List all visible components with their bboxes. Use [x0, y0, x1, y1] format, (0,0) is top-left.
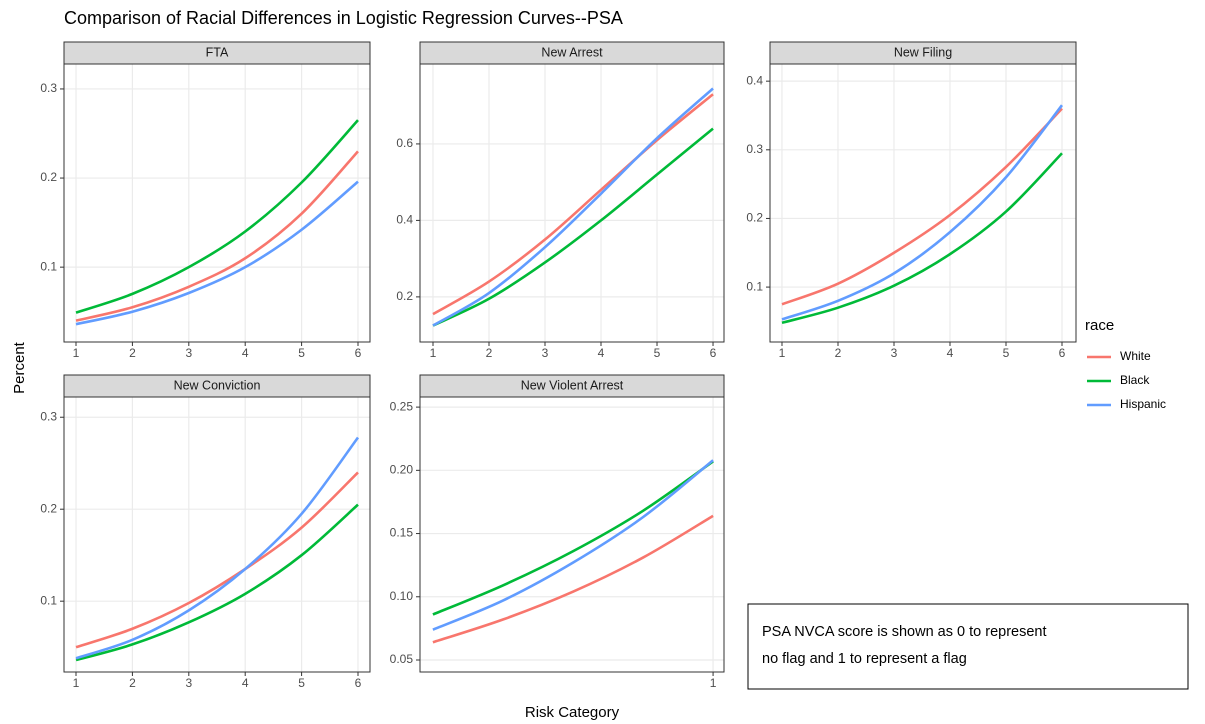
annotation-line: no flag and 1 to represent a flag: [762, 651, 967, 667]
y-tick-label: 0.3: [40, 81, 57, 95]
x-tick-label: 2: [129, 676, 136, 690]
y-tick-label: 0.15: [390, 526, 414, 540]
series-line: [432, 459, 714, 631]
x-tick-label: 1: [430, 346, 437, 360]
y-tick-label: 0.1: [40, 259, 57, 273]
y-tick-label: 0.2: [396, 289, 413, 303]
y-tick-label: 0.25: [390, 399, 414, 413]
x-tick-label: 6: [355, 676, 362, 690]
y-tick-label: 0.6: [396, 136, 413, 150]
series-line: [75, 471, 359, 649]
x-tick-label: 4: [242, 346, 249, 360]
series-line: [75, 436, 360, 660]
x-tick-label: 4: [242, 676, 249, 690]
x-tick-label: 3: [891, 346, 898, 360]
panel-title: New Conviction: [174, 378, 261, 392]
y-tick-label: 0.3: [746, 142, 763, 156]
x-axis-label: Risk Category: [525, 704, 620, 721]
y-tick-label: 0.20: [390, 463, 414, 477]
chart-title: Comparison of Racial Differences in Logi…: [64, 8, 623, 28]
panel-border: [769, 63, 1077, 343]
x-tick-label: 3: [185, 676, 192, 690]
x-tick-label: 2: [129, 346, 136, 360]
x-tick-label: 3: [185, 346, 192, 360]
y-tick-label: 0.3: [40, 409, 57, 423]
x-tick-label: 6: [710, 346, 717, 360]
series-line: [432, 127, 714, 327]
x-tick-label: 4: [598, 346, 605, 360]
panel-title: FTA: [206, 45, 229, 59]
legend-label: Hispanic: [1120, 397, 1166, 411]
legend-label: White: [1120, 349, 1151, 363]
x-tick-label: 5: [298, 676, 305, 690]
series-line: [781, 107, 1063, 306]
y-tick-label: 0.2: [40, 170, 57, 184]
series-line: [432, 514, 714, 644]
panel-title: New Arrest: [541, 45, 603, 59]
y-tick-label: 0.4: [746, 73, 763, 87]
x-tick-label: 6: [355, 346, 362, 360]
x-tick-label: 1: [73, 346, 80, 360]
series-line: [781, 104, 1064, 321]
panel-border: [419, 63, 725, 343]
x-tick-label: 1: [73, 676, 80, 690]
y-tick-label: 0.1: [40, 593, 57, 607]
y-tick-label: 0.2: [40, 501, 57, 515]
x-tick-label: 1: [710, 676, 717, 690]
x-tick-label: 5: [1003, 346, 1010, 360]
series-line: [432, 93, 714, 316]
panel-border: [419, 396, 725, 673]
x-tick-label: 3: [542, 346, 549, 360]
series-line: [75, 150, 359, 322]
y-tick-label: 0.2: [746, 211, 763, 225]
annotation-box: [747, 603, 1189, 690]
legend-title: race: [1085, 317, 1114, 334]
x-tick-label: 2: [486, 346, 493, 360]
series-line: [432, 460, 714, 616]
x-tick-label: 1: [779, 346, 786, 360]
legend-label: Black: [1120, 373, 1150, 387]
series-line: [75, 180, 359, 326]
y-tick-label: 0.05: [390, 652, 414, 666]
y-axis-label: Percent: [11, 341, 28, 394]
x-tick-label: 4: [947, 346, 954, 360]
y-tick-label: 0.10: [390, 589, 414, 603]
y-tick-label: 0.1: [746, 279, 763, 293]
panel-title: New Filing: [894, 45, 952, 59]
panel-border: [63, 396, 371, 673]
panel-border: [63, 63, 371, 343]
x-tick-label: 5: [298, 346, 305, 360]
series-line: [781, 152, 1063, 325]
y-tick-label: 0.4: [396, 213, 413, 227]
series-line: [432, 87, 714, 327]
series-line: [75, 119, 359, 314]
x-tick-label: 6: [1059, 346, 1066, 360]
x-tick-label: 2: [835, 346, 842, 360]
series-line: [75, 503, 359, 662]
annotation-line: PSA NVCA score is shown as 0 to represen…: [762, 624, 1047, 640]
x-tick-label: 5: [654, 346, 661, 360]
panel-title: New Violent Arrest: [521, 378, 624, 392]
